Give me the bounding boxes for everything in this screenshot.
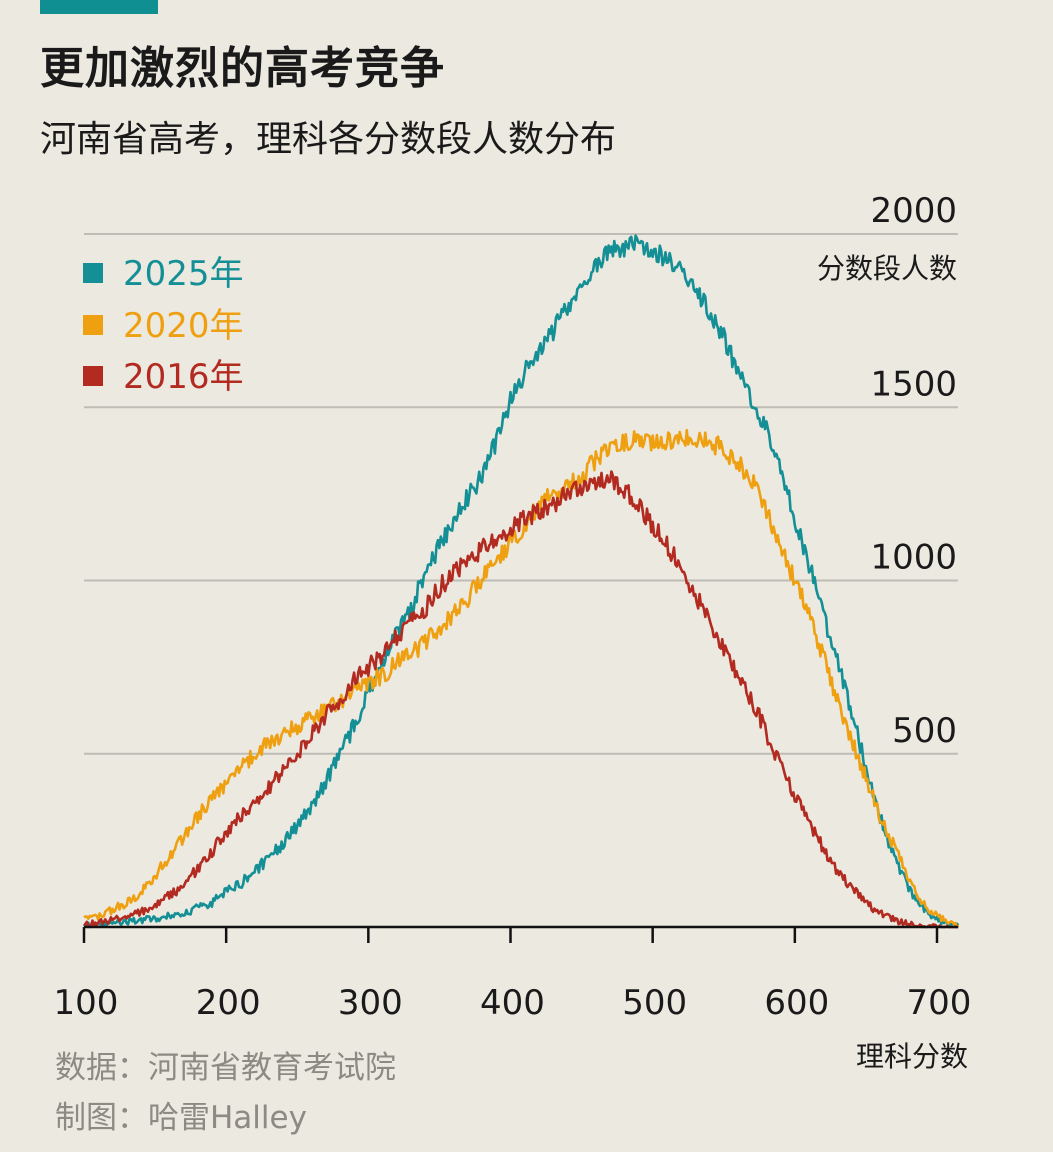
series-line-2020年 bbox=[83, 428, 960, 929]
x-tick-label: 400 bbox=[480, 983, 545, 1023]
chart-title: 更加激烈的高考竞争 bbox=[40, 43, 445, 94]
y-axis-label: 分数段人数 bbox=[817, 252, 957, 285]
y-tick-label: 500 bbox=[892, 711, 957, 751]
x-tick-label: 500 bbox=[622, 983, 687, 1023]
series-line-2016年 bbox=[83, 470, 959, 929]
accent-bar bbox=[40, 0, 158, 14]
chart-credit: 制图：哈雷Halley bbox=[55, 1100, 307, 1136]
x-tick-label: 100 bbox=[54, 983, 119, 1023]
y-tick-label: 1500 bbox=[870, 364, 957, 404]
legend-label: 2025年 bbox=[123, 254, 244, 294]
legend-swatch bbox=[83, 366, 103, 386]
legend-swatch bbox=[83, 315, 103, 335]
data-source: 数据：河南省教育考试院 bbox=[55, 1050, 396, 1086]
x-tick-label: 600 bbox=[764, 983, 829, 1023]
y-tick-label: 2000 bbox=[870, 191, 957, 231]
series-line-2025年 bbox=[83, 234, 960, 929]
x-axis-label: 理科分数 bbox=[856, 1040, 968, 1073]
x-tick-label: 300 bbox=[338, 983, 403, 1023]
legend-swatch bbox=[83, 263, 103, 283]
x-tick-label: 200 bbox=[196, 983, 261, 1023]
y-tick-label: 1000 bbox=[870, 538, 957, 578]
x-tick-label: 700 bbox=[907, 983, 972, 1023]
legend-label: 2020年 bbox=[123, 306, 244, 346]
chart-subtitle: 河南省高考，理科各分数段人数分布 bbox=[40, 119, 617, 160]
legend-label: 2016年 bbox=[123, 357, 244, 397]
